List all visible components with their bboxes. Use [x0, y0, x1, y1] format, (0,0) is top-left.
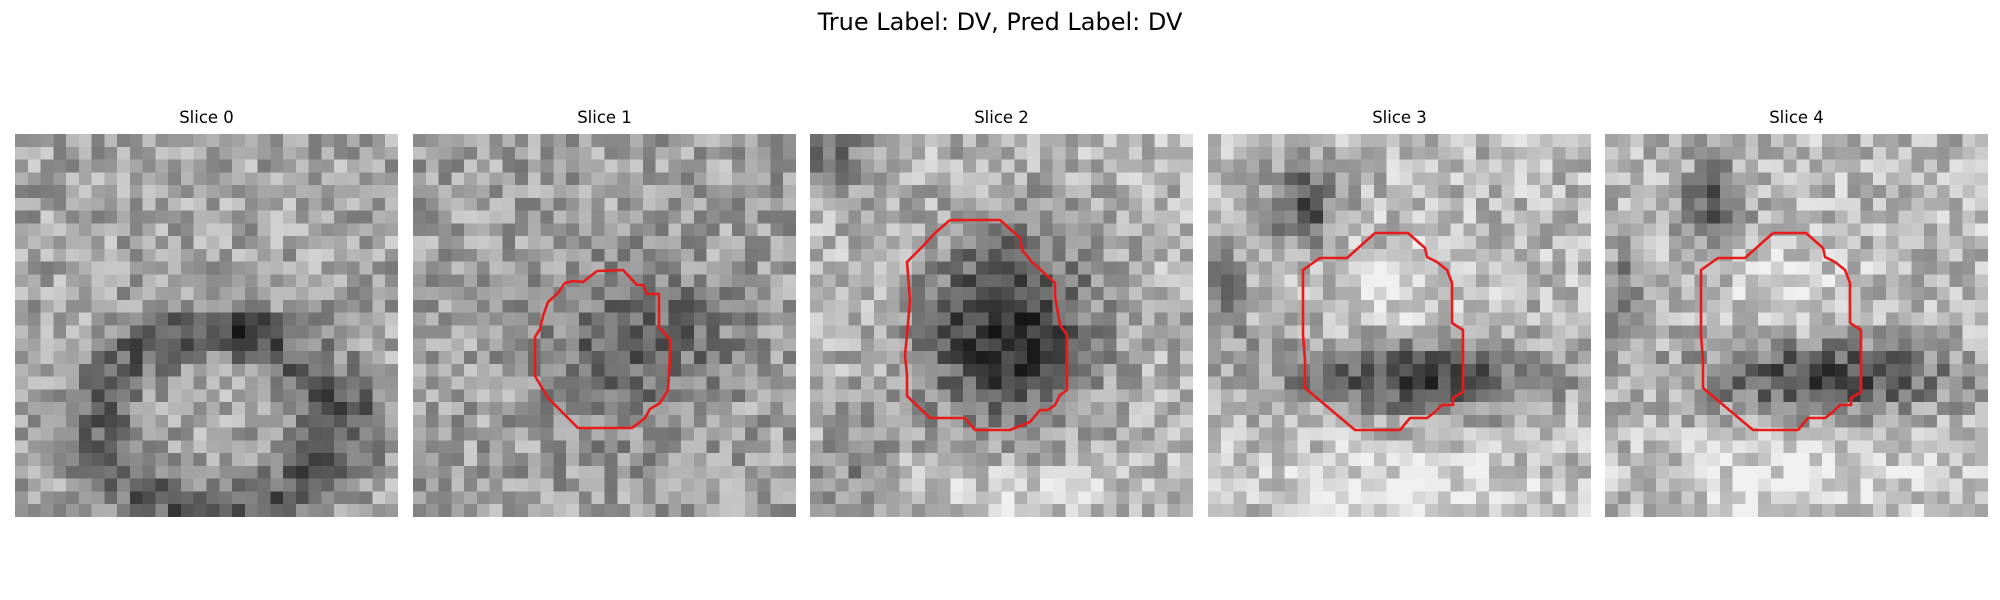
- figure-title: True Label: DV, Pred Label: DV: [817, 8, 1183, 36]
- slice-image-0: [15, 134, 398, 517]
- slice-title-3: Slice 3: [1372, 108, 1427, 127]
- slice-panel-3: Slice 3: [1208, 108, 1591, 517]
- slice-image-2: [810, 134, 1193, 517]
- slice-panel-2: Slice 2: [810, 108, 1193, 517]
- slice-title-0: Slice 0: [179, 108, 234, 127]
- slice-image-4: [1605, 134, 1988, 517]
- slice-title-4: Slice 4: [1769, 108, 1824, 127]
- slice-panel-0: Slice 0: [15, 108, 398, 517]
- slice-title-2: Slice 2: [974, 108, 1029, 127]
- slice-panel-1: Slice 1: [413, 108, 796, 517]
- slice-image-1: [413, 134, 796, 517]
- slice-image-3: [1208, 134, 1591, 517]
- slice-panel-4: Slice 4: [1605, 108, 1988, 517]
- slice-title-1: Slice 1: [577, 108, 632, 127]
